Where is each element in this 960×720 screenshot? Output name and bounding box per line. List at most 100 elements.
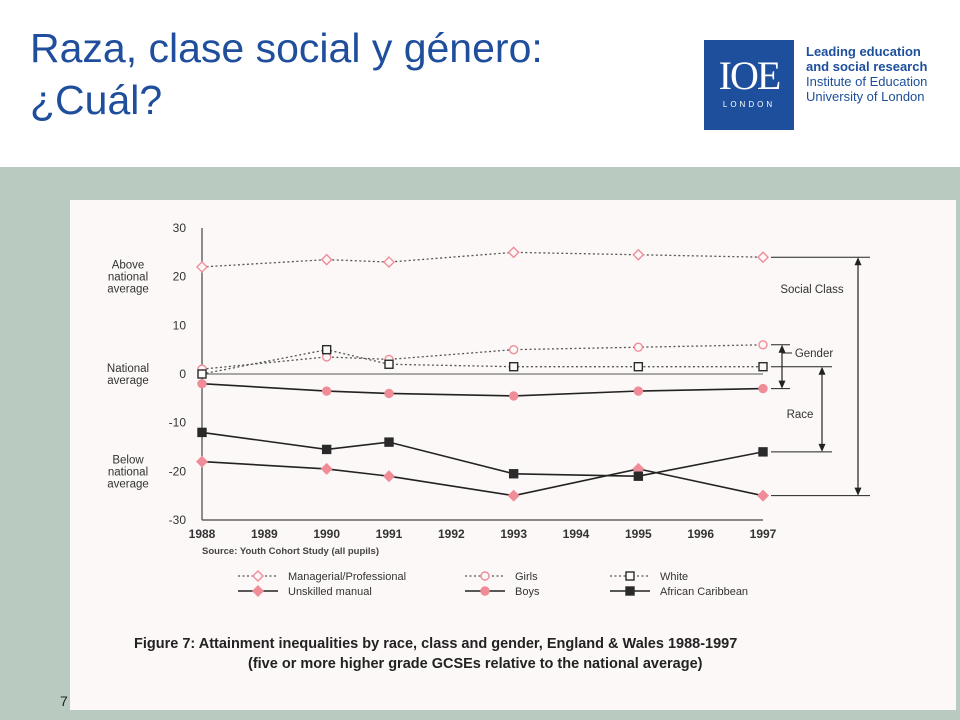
logo-text-line3: Institute of Education <box>806 74 928 89</box>
ioe-logo-mark: IOE <box>718 53 782 98</box>
data-point-girls <box>508 344 519 355</box>
y-zone-label: average <box>107 375 149 387</box>
x-tick-label: 1996 <box>687 527 714 541</box>
race-arrow-head <box>818 366 826 375</box>
y-zone-label: Above <box>112 260 145 272</box>
legend-marker-white <box>625 571 635 581</box>
legend-label-white: White <box>660 571 688 583</box>
data-point-girls <box>758 340 768 350</box>
x-tick-label: 1991 <box>376 527 403 541</box>
logo-text-line2: and social research <box>806 59 928 74</box>
ioe-logo-sub: LONDON <box>722 100 776 109</box>
x-tick-label: 1994 <box>563 527 590 541</box>
slide-title-line1: Raza, clase social y género: <box>30 25 543 71</box>
data-point-white <box>197 369 207 379</box>
social-class-arrow-head <box>854 487 862 496</box>
y-zone-label: average <box>107 478 149 490</box>
data-point-managerial-professional <box>632 248 645 261</box>
legend-marker-girls <box>480 571 490 581</box>
data-point-white <box>633 361 644 372</box>
bracket-label-social-class: Social Class <box>780 284 844 296</box>
gender-arrow-head <box>778 344 786 353</box>
data-point-african-caribbean <box>384 437 394 447</box>
legend-label-boys: Boys <box>515 586 540 598</box>
data-point-unskilled-manual <box>507 489 520 502</box>
chart-source: Source: Youth Cohort Study (all pupils) <box>202 546 379 557</box>
gender-arrow-head <box>778 380 786 389</box>
y-tick-label: -10 <box>169 416 187 430</box>
slide-number: 7 <box>60 693 68 709</box>
data-point-african-caribbean <box>508 469 519 479</box>
data-point-boys <box>508 391 519 401</box>
series-line-boys <box>201 382 764 397</box>
series-line-african-caribbean <box>201 431 764 478</box>
y-tick-label: 30 <box>173 221 187 235</box>
data-point-managerial-professional <box>320 253 333 266</box>
data-point-african-caribbean <box>758 447 768 457</box>
y-zone-label: national <box>108 466 148 478</box>
ioe-logo: IOE LONDON Leading education and social … <box>704 40 954 130</box>
ioe-logo-mark-box: IOE LONDON <box>704 40 794 130</box>
y-zone-label: average <box>107 284 149 296</box>
data-point-unskilled-manual <box>383 470 395 483</box>
data-point-white <box>758 361 768 372</box>
data-point-managerial-professional <box>196 260 208 273</box>
slide-title: Raza, clase social y género: ¿Cuál? <box>30 22 690 126</box>
y-tick-label: -20 <box>169 464 187 478</box>
social-class-arrow-head <box>854 257 862 266</box>
legend-label-unskilled-manual: Unskilled manual <box>288 586 372 598</box>
x-tick-label: 1989 <box>251 527 278 541</box>
logo-text-line4: University of London <box>806 89 925 104</box>
data-point-managerial-professional <box>757 251 769 264</box>
x-tick-label: 1988 <box>189 527 216 541</box>
data-point-white <box>384 359 394 369</box>
series-line-unskilled-manual <box>201 460 764 497</box>
ioe-logo-text: Leading education and social research In… <box>806 44 927 104</box>
series-line-managerial-professional <box>201 251 764 268</box>
y-tick-label: -30 <box>169 513 187 527</box>
data-point-boys <box>384 388 394 399</box>
figure-caption-line1: Figure 7: Attainment inequalities by rac… <box>134 636 737 652</box>
series-line-girls <box>201 344 764 370</box>
data-point-boys <box>321 386 332 396</box>
data-point-boys <box>197 379 207 389</box>
data-point-unskilled-manual <box>757 489 769 502</box>
legend-marker-managerial-professional <box>252 570 264 582</box>
logo-text-line1: Leading education <box>806 44 921 59</box>
data-point-african-caribbean <box>321 444 332 455</box>
data-point-managerial-professional <box>507 246 520 259</box>
x-tick-label: 1995 <box>625 527 652 541</box>
race-arrow-head <box>818 443 826 452</box>
y-zone-label: national <box>108 272 148 284</box>
data-point-white <box>321 344 332 355</box>
data-point-african-caribbean <box>197 427 207 438</box>
legend-label-managerial-professional: Managerial/Professional <box>288 571 406 583</box>
y-tick-label: 0 <box>179 367 186 381</box>
legend-marker-boys <box>480 586 490 596</box>
legend-label-african-caribbean: African Caribbean <box>660 586 748 598</box>
x-tick-label: 1993 <box>500 527 527 541</box>
figure-panel: 30 20 10 0 -10 -20 -30 Above national average Nat… <box>70 200 956 710</box>
slide-title-line2: ¿Cuál? <box>30 77 163 123</box>
data-point-white <box>508 361 519 372</box>
y-tick-label: 20 <box>173 270 187 284</box>
data-point-unskilled-manual <box>196 455 208 468</box>
y-zone-label: Below <box>112 454 144 466</box>
legend-label-girls: Girls <box>515 571 538 583</box>
data-point-girls <box>633 342 644 352</box>
x-tick-label: 1992 <box>438 527 465 541</box>
y-zone-label: National <box>107 363 149 375</box>
figure-caption-line2: (five or more higher grade GCSEs relativ… <box>248 656 703 672</box>
data-point-boys <box>633 386 644 396</box>
series-line-white <box>201 349 763 375</box>
data-point-unskilled-manual <box>320 462 333 475</box>
legend-marker-african-caribbean <box>625 586 635 596</box>
data-point-african-caribbean <box>633 471 644 481</box>
x-tick-label: 1990 <box>313 527 340 541</box>
bracket-label-race: Race <box>787 409 814 421</box>
data-point-managerial-professional <box>383 256 395 269</box>
data-point-boys <box>758 383 768 394</box>
x-tick-label: 1997 <box>750 527 777 541</box>
bracket-label-gender: Gender <box>795 348 834 360</box>
